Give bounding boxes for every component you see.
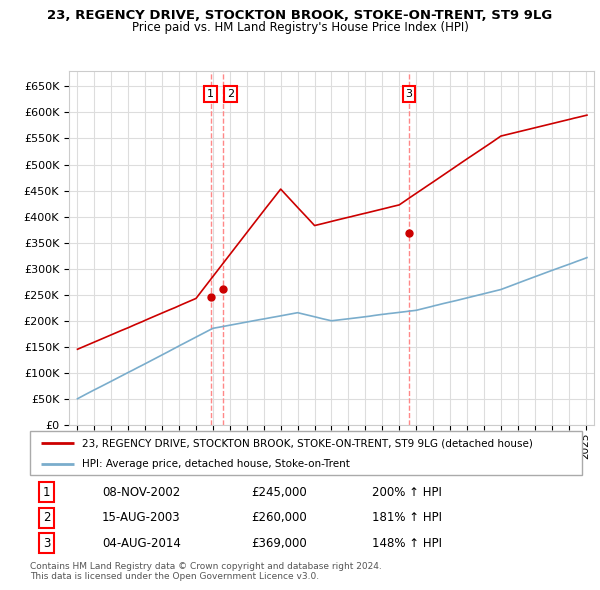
Text: 08-NOV-2002: 08-NOV-2002	[102, 486, 180, 499]
Text: This data is licensed under the Open Government Licence v3.0.: This data is licensed under the Open Gov…	[30, 572, 319, 581]
Text: £260,000: £260,000	[251, 511, 307, 525]
Text: 2: 2	[227, 89, 234, 99]
Text: Price paid vs. HM Land Registry's House Price Index (HPI): Price paid vs. HM Land Registry's House …	[131, 21, 469, 34]
Text: Contains HM Land Registry data © Crown copyright and database right 2024.: Contains HM Land Registry data © Crown c…	[30, 562, 382, 571]
Text: 200% ↑ HPI: 200% ↑ HPI	[372, 486, 442, 499]
Text: 2: 2	[43, 511, 50, 525]
Text: £369,000: £369,000	[251, 537, 307, 550]
Text: 181% ↑ HPI: 181% ↑ HPI	[372, 511, 442, 525]
Text: 3: 3	[43, 537, 50, 550]
Text: 148% ↑ HPI: 148% ↑ HPI	[372, 537, 442, 550]
Text: 15-AUG-2003: 15-AUG-2003	[102, 511, 181, 525]
Text: 1: 1	[43, 486, 50, 499]
Text: 23, REGENCY DRIVE, STOCKTON BROOK, STOKE-ON-TRENT, ST9 9LG (detached house): 23, REGENCY DRIVE, STOCKTON BROOK, STOKE…	[82, 438, 533, 448]
Text: 3: 3	[406, 89, 413, 99]
Text: 23, REGENCY DRIVE, STOCKTON BROOK, STOKE-ON-TRENT, ST9 9LG: 23, REGENCY DRIVE, STOCKTON BROOK, STOKE…	[47, 9, 553, 22]
Text: HPI: Average price, detached house, Stoke-on-Trent: HPI: Average price, detached house, Stok…	[82, 459, 350, 469]
Text: 04-AUG-2014: 04-AUG-2014	[102, 537, 181, 550]
Text: £245,000: £245,000	[251, 486, 307, 499]
Text: 1: 1	[207, 89, 214, 99]
